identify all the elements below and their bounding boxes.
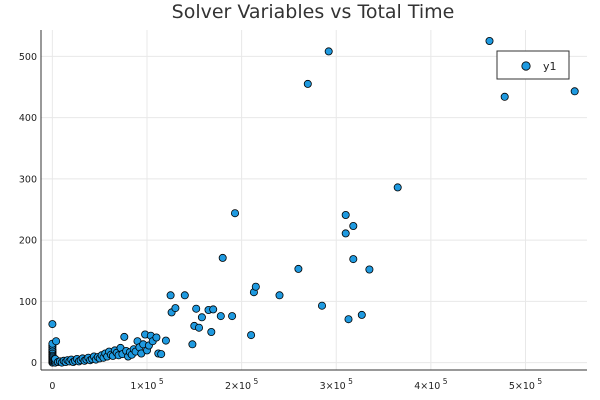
y-tick-label: 100: [19, 297, 37, 308]
x-tick-label: 2×10 5: [225, 377, 258, 392]
data-point: [247, 331, 256, 340]
data-point: [228, 312, 237, 321]
y-tick-label: 0: [31, 358, 37, 369]
x-tick-label: 1×10 5: [130, 377, 163, 392]
data-point: [230, 209, 239, 218]
data-point: [251, 282, 260, 291]
data-point: [294, 264, 303, 273]
data-point: [324, 47, 333, 56]
data-point: [192, 304, 201, 313]
data-point: [216, 312, 225, 321]
data-point: [341, 210, 350, 219]
data-point: [194, 323, 203, 332]
data-point: [218, 253, 227, 262]
data-point: [393, 183, 402, 192]
data-point: [52, 337, 61, 346]
data-point: [180, 291, 189, 300]
legend-label: y1: [543, 60, 557, 73]
data-point: [349, 221, 358, 230]
data-point: [157, 350, 166, 359]
data-point: [161, 336, 170, 345]
data-point: [349, 255, 358, 264]
data-point: [485, 37, 494, 46]
x-tick-label: 0: [49, 381, 55, 392]
chart-title: Solver Variables vs Total Time: [172, 1, 455, 23]
data-point: [166, 291, 175, 300]
data-point: [344, 315, 353, 324]
x-tick-label: 5×10 5: [509, 377, 542, 392]
data-point: [48, 320, 57, 329]
y-tick-label: 200: [19, 236, 37, 247]
y-tick-label: 500: [19, 52, 37, 63]
data-point: [207, 327, 216, 336]
data-point: [275, 291, 284, 300]
data-point: [209, 305, 218, 314]
x-tick-labels: 0 1×10 5 2×10 5 3×10 5 4×10 5 5×10 5: [49, 377, 542, 392]
data-point: [188, 340, 197, 349]
y-tick-labels: 0 100 200 300 400 500: [19, 52, 37, 369]
data-point: [120, 332, 129, 341]
y-tick-label: 400: [19, 113, 37, 124]
legend-marker: [521, 61, 531, 71]
axes: [40, 30, 587, 371]
x-tick-label: 4×10 5: [414, 377, 447, 392]
legend: y1: [496, 50, 570, 80]
data-point: [341, 229, 350, 238]
gridlines: [41, 30, 587, 370]
data-point: [197, 313, 206, 322]
data-point: [365, 265, 374, 274]
data-point: [570, 87, 579, 96]
y-tick-label: 300: [19, 174, 37, 185]
x-tick-label: 3×10 5: [320, 377, 353, 392]
data-point: [152, 333, 161, 342]
data-point: [317, 301, 326, 310]
data-points: [48, 37, 579, 367]
data-point: [303, 79, 312, 88]
data-point: [500, 92, 509, 101]
legend-box: [496, 50, 570, 80]
data-point: [357, 310, 366, 319]
data-point: [171, 304, 180, 313]
